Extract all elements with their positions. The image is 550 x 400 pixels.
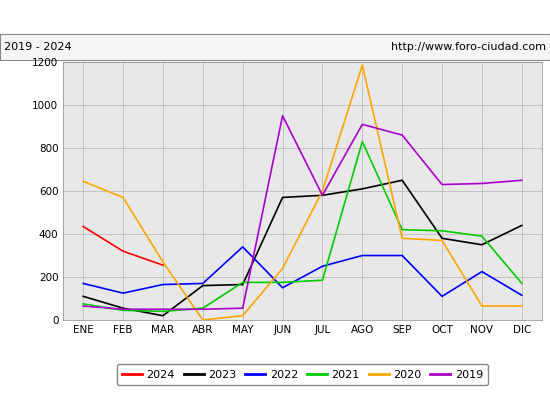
Text: Evolucion Nº Turistas Nacionales en el municipio de El Rasillo de Cameros: Evolucion Nº Turistas Nacionales en el m… [9,10,541,24]
Legend: 2024, 2023, 2022, 2021, 2020, 2019: 2024, 2023, 2022, 2021, 2020, 2019 [117,364,488,385]
Text: http://www.foro-ciudad.com: http://www.foro-ciudad.com [390,42,546,52]
Text: 2019 - 2024: 2019 - 2024 [4,42,72,52]
